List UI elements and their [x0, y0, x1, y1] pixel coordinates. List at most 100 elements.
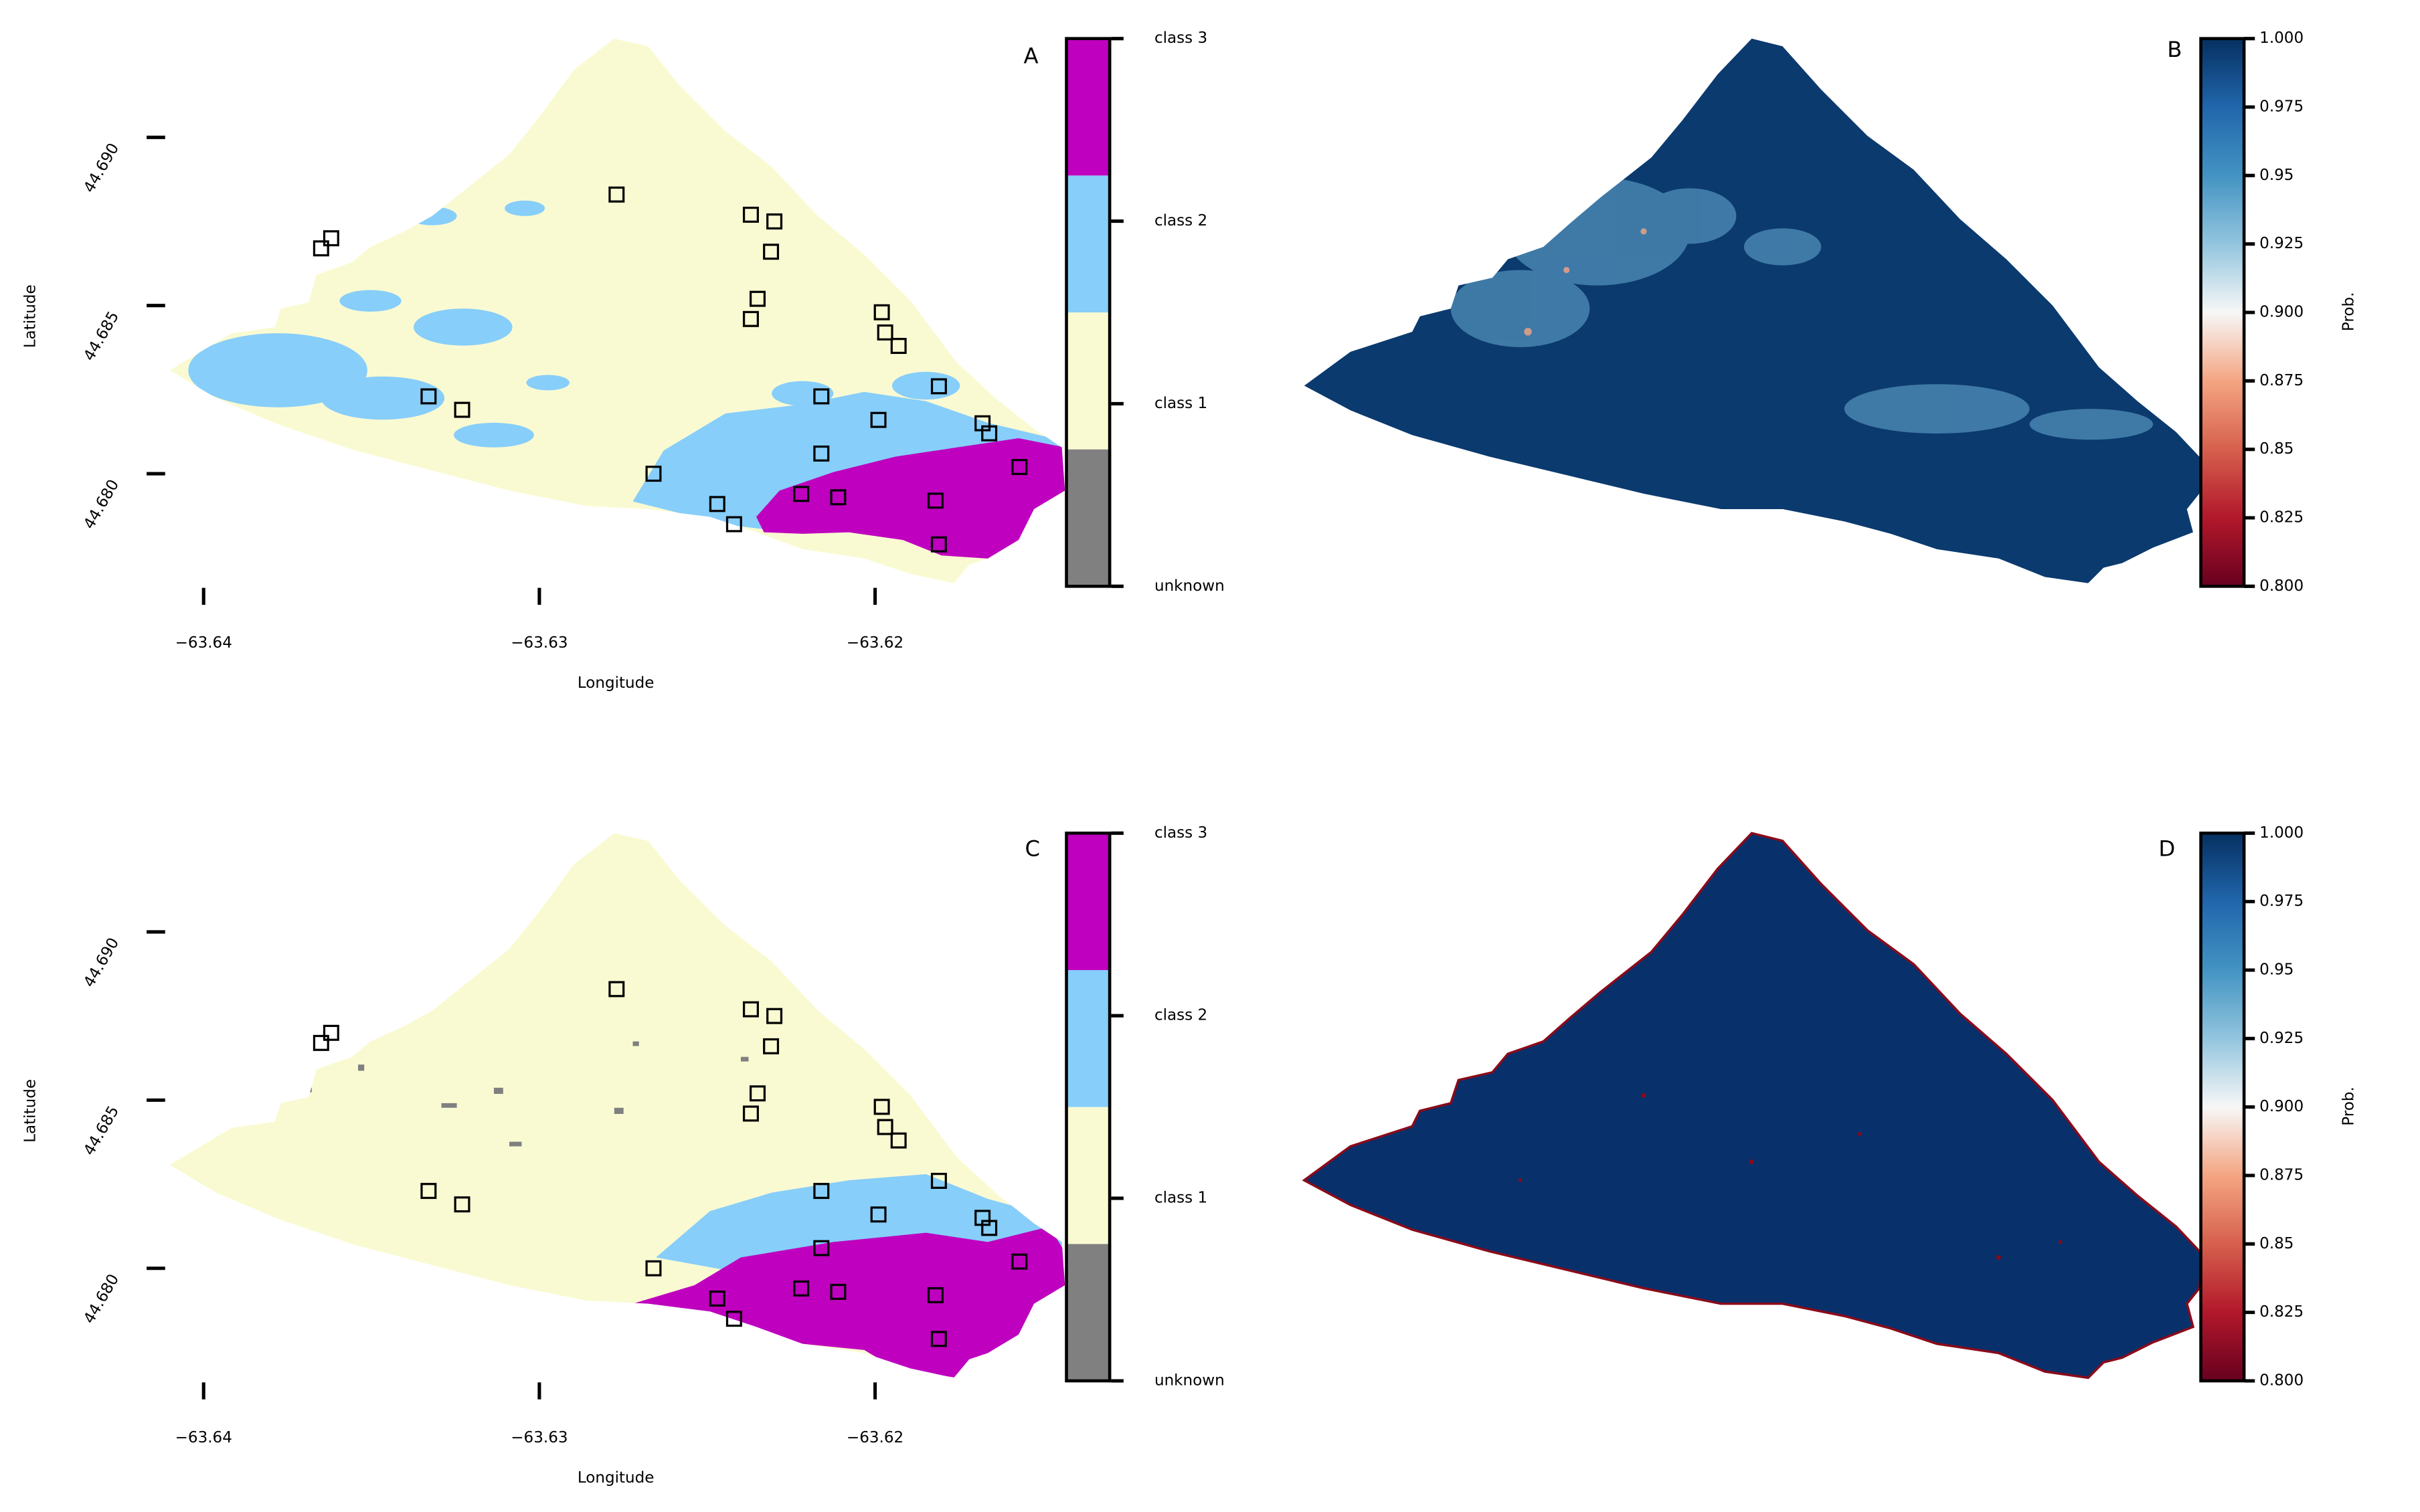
- colorbar-segment: [1066, 1107, 1112, 1244]
- sample-point: [709, 1291, 725, 1307]
- sample-point: [750, 1085, 766, 1102]
- sample-point: [930, 1331, 947, 1347]
- sample-point: [930, 1173, 947, 1190]
- colorbar-frame: [2199, 37, 2246, 588]
- x-tick-label: −63.64: [175, 634, 232, 652]
- colorbar-tick-label: 0.875: [2259, 372, 2304, 389]
- sample-point: [323, 230, 339, 247]
- colorbar-tick-label: 0.95: [2259, 961, 2294, 978]
- class-map: [169, 38, 1065, 583]
- colorbar-tick-label: 1.000: [2259, 824, 2304, 842]
- colorbar-label: class 3: [1154, 29, 1207, 47]
- sample-point: [930, 536, 947, 553]
- sample-point: [830, 489, 847, 506]
- sample-point: [870, 1206, 887, 1223]
- x-tick-label: −63.62: [847, 1429, 903, 1446]
- sample-point: [927, 1287, 944, 1303]
- class-map: [169, 833, 1065, 1378]
- colorbar-segment: [1066, 175, 1112, 312]
- colorbar-tick-label: 0.800: [2259, 577, 2304, 595]
- sample-point: [763, 1038, 780, 1054]
- sample-point: [742, 310, 759, 327]
- sample-point: [877, 324, 893, 341]
- sample-point: [1011, 1253, 1028, 1270]
- colorbar-tick-label: 0.975: [2259, 98, 2304, 115]
- sample-point: [877, 1119, 893, 1135]
- colorbar-label: class 1: [1154, 395, 1207, 412]
- colorbar-frame: [1065, 37, 1112, 588]
- colorbar-segment: [1066, 312, 1112, 450]
- colorbar-label: class 3: [1154, 824, 1207, 842]
- y-tick-label: 44.685: [80, 1103, 122, 1159]
- sample-point: [890, 338, 907, 355]
- colorbar-tick-label: 0.85: [2259, 440, 2294, 458]
- colorbar-frame: [1065, 832, 1112, 1383]
- colorbar-label: class 2: [1154, 212, 1207, 229]
- panel-label: B: [2167, 37, 2182, 62]
- sample-point: [766, 213, 783, 229]
- sample-point: [750, 290, 766, 307]
- sample-point: [608, 186, 625, 203]
- sample-point: [793, 1280, 810, 1297]
- sample-point: [870, 411, 887, 428]
- sample-point: [793, 486, 810, 502]
- probability-map: [1302, 832, 2204, 1380]
- y-axis-label: Latitude: [22, 1079, 39, 1143]
- colorbar-tick-label: 1.000: [2259, 29, 2304, 47]
- colorbar-tick-label: 0.925: [2259, 235, 2304, 252]
- colorbar-tick-label: 0.875: [2259, 1166, 2304, 1184]
- colorbar: [2200, 833, 2245, 1381]
- colorbar-tick-label: 0.925: [2259, 1030, 2304, 1047]
- colorbar-label: unknown: [1154, 1372, 1225, 1389]
- colorbar-label: unknown: [1154, 577, 1225, 595]
- colorbar-tick-label: 0.900: [2259, 1098, 2304, 1115]
- sample-point: [323, 1024, 339, 1041]
- colorbar-tick-label: 0.900: [2259, 303, 2304, 320]
- colorbar-segment: [1066, 833, 1112, 970]
- colorbar-label: class 2: [1154, 1007, 1207, 1024]
- y-tick-label: 44.690: [80, 935, 122, 990]
- sample-point: [313, 1034, 329, 1051]
- sample-point: [608, 981, 625, 998]
- panel-label: C: [1025, 836, 1041, 862]
- sample-point: [742, 1001, 759, 1018]
- colorbar-tick-label: 0.825: [2259, 508, 2304, 526]
- colorbar-tick-label: 0.800: [2259, 1372, 2304, 1389]
- y-tick-label: 44.685: [80, 308, 122, 364]
- sample-point: [873, 1099, 890, 1115]
- y-tick-label: 44.680: [80, 477, 122, 533]
- x-tick-label: −63.62: [847, 634, 903, 652]
- sample-point: [742, 1105, 759, 1122]
- sample-point: [709, 496, 725, 512]
- x-tick-label: −63.63: [511, 1429, 568, 1446]
- colorbar-segment: [1066, 969, 1112, 1107]
- x-tick-label: −63.64: [175, 1429, 232, 1446]
- sample-point: [873, 304, 890, 320]
- y-tick-label: 44.680: [80, 1271, 122, 1327]
- sample-point: [313, 240, 329, 257]
- panel-label: D: [2158, 836, 2175, 862]
- sample-point: [420, 388, 437, 405]
- colorbar: [2200, 38, 2245, 587]
- sample-point: [742, 206, 759, 223]
- sample-point: [454, 401, 470, 418]
- sample-point: [420, 1183, 437, 1200]
- sample-point: [645, 466, 662, 482]
- sample-point: [1011, 459, 1028, 476]
- sample-point: [981, 425, 998, 442]
- sample-point: [813, 1240, 830, 1256]
- sample-point: [454, 1196, 470, 1213]
- y-tick-label: 44.690: [80, 140, 122, 196]
- x-axis-label: Longitude: [578, 1469, 655, 1487]
- sample-point: [813, 388, 830, 405]
- sample-point: [981, 1220, 998, 1236]
- sample-point: [813, 445, 830, 462]
- colorbar-label: class 1: [1154, 1190, 1207, 1207]
- sample-point: [725, 1311, 742, 1327]
- colorbar-tick-label: 0.95: [2259, 167, 2294, 184]
- colorbar-tick-label: 0.85: [2259, 1235, 2294, 1252]
- sample-point: [725, 516, 742, 533]
- colorbar-tick-label: 0.825: [2259, 1303, 2304, 1321]
- x-axis-label: Longitude: [578, 674, 655, 692]
